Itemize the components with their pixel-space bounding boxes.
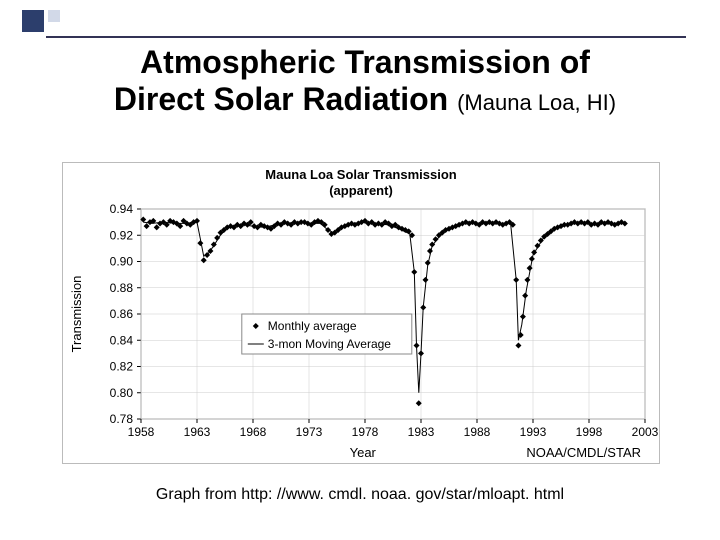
xtick-label: 1983 — [408, 425, 435, 439]
corner-square-small — [48, 10, 60, 22]
xtick-label: 1973 — [296, 425, 323, 439]
ytick-label: 0.94 — [110, 202, 134, 216]
slide-title: Atmospheric Transmission of Direct Solar… — [30, 44, 700, 118]
title-rule — [46, 36, 686, 38]
xtick-label: 1988 — [464, 425, 491, 439]
chart-title-2: (apparent) — [329, 183, 393, 198]
title-suffix: (Mauna Loa, HI) — [457, 90, 616, 115]
ytick-label: 0.80 — [110, 386, 134, 400]
ytick-label: 0.88 — [110, 281, 134, 295]
ylabel: Transmission — [69, 276, 84, 353]
caption-url: http: //www. cmdl. noaa. gov/star/mloapt… — [241, 486, 564, 503]
corner-square — [22, 10, 44, 32]
chart-svg: Mauna Loa Solar Transmission(apparent) 0.… — [63, 163, 659, 463]
chart-container: Mauna Loa Solar Transmission(apparent) 0.… — [62, 162, 660, 464]
xtick-label: 1963 — [184, 425, 211, 439]
title-line1: Atmospheric Transmission of — [140, 44, 590, 80]
title-line2: Direct Solar Radiation — [114, 81, 448, 117]
attribution: NOAA/CMDL/STAR — [526, 445, 641, 460]
chart-title-1: Mauna Loa Solar Transmission — [265, 167, 456, 182]
ytick-label: 0.82 — [110, 360, 134, 374]
xlabel: Year — [350, 445, 377, 460]
caption-prefix: Graph from — [156, 486, 241, 503]
xtick-label: 1978 — [352, 425, 379, 439]
xtick-label: 1968 — [240, 425, 267, 439]
legend-item-1: Monthly average — [268, 319, 357, 333]
ytick-label: 0.86 — [110, 307, 134, 321]
xtick-label: 2003 — [632, 425, 659, 439]
ytick-label: 0.78 — [110, 412, 134, 426]
caption: Graph from http: //www. cmdl. noaa. gov/… — [0, 486, 720, 504]
legend-item-2: 3-mon Moving Average — [268, 337, 392, 351]
xtick-label: 1998 — [576, 425, 603, 439]
ytick-label: 0.92 — [110, 228, 134, 242]
xtick-label: 1993 — [520, 425, 547, 439]
xtick-label: 1958 — [128, 425, 155, 439]
ytick-label: 0.90 — [110, 255, 134, 269]
ytick-label: 0.84 — [110, 333, 134, 347]
